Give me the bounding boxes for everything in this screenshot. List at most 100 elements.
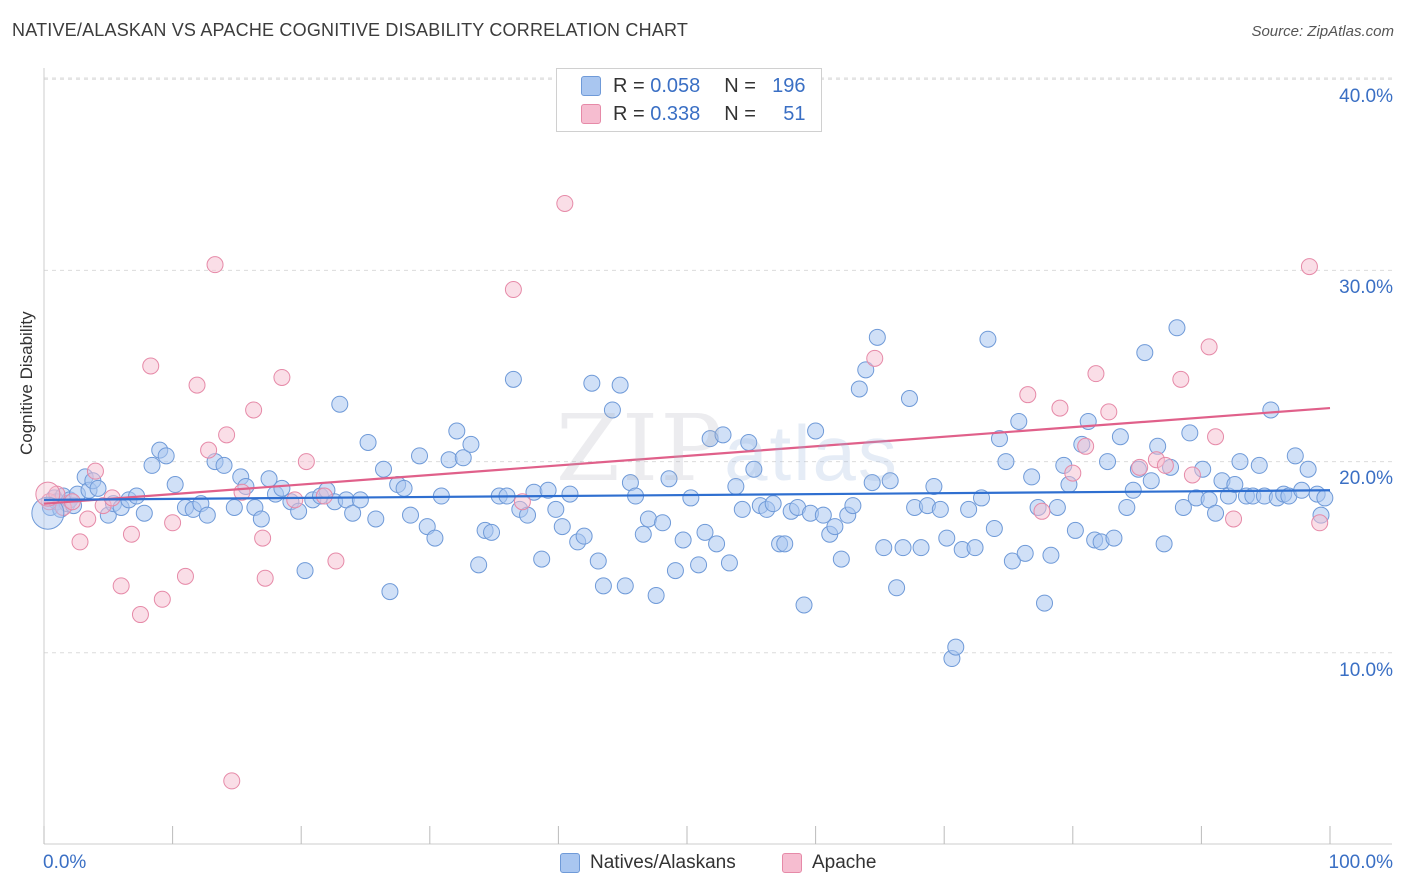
legend-label-natives: Natives/Alaskans [590, 852, 736, 873]
data-point-apache [1051, 399, 1069, 417]
data-point-natives [547, 500, 565, 518]
data-point-apache [504, 281, 522, 299]
bottom-legend-apache: Apache [782, 852, 876, 874]
data-point-natives [1124, 481, 1142, 499]
data-point-apache [1311, 514, 1329, 532]
data-point-natives [660, 470, 678, 488]
data-point-apache [112, 577, 130, 595]
data-point-natives [1181, 424, 1199, 442]
data-point-natives [504, 370, 522, 388]
data-point-natives [925, 477, 943, 495]
data-point-natives [1105, 529, 1123, 547]
watermark-atlas: atlas [724, 409, 899, 497]
chart-source: Source: ZipAtlas.com [1251, 23, 1394, 40]
data-point-natives [359, 433, 377, 451]
data-point-apache [1300, 258, 1318, 276]
data-point-natives [215, 456, 233, 474]
data-point-natives [448, 422, 466, 440]
data-point-natives [1262, 401, 1280, 419]
data-point-natives [1023, 468, 1041, 486]
data-point-natives [1286, 447, 1304, 465]
data-point-apache [86, 462, 104, 480]
data-point-natives [1207, 504, 1225, 522]
legend-r-value-blue: 0.058 [650, 74, 701, 97]
data-point-natives [720, 554, 738, 572]
legend-n-label: N = [724, 74, 756, 97]
data-point-natives [454, 449, 472, 467]
data-point-apache [254, 529, 272, 547]
data-point-natives [157, 447, 175, 465]
data-point-apache [273, 368, 291, 386]
data-point-natives [583, 374, 601, 392]
data-point-natives [1066, 521, 1084, 539]
y-tick-label: 30.0% [1339, 277, 1393, 298]
data-point-apache [1156, 456, 1174, 474]
y-tick-label: 20.0% [1339, 468, 1393, 489]
data-point-natives [733, 500, 751, 518]
data-point-natives [616, 577, 634, 595]
data-point-natives [1111, 428, 1129, 446]
data-point-apache [1183, 466, 1201, 484]
data-point-natives [1099, 453, 1117, 471]
data-point-apache [256, 569, 274, 587]
data-point-apache [188, 376, 206, 394]
data-point-apache [1019, 386, 1037, 404]
data-point-natives [696, 523, 714, 541]
data-point-natives [875, 539, 893, 557]
data-point-natives [533, 550, 551, 568]
data-point-natives [690, 556, 708, 574]
legend-swatch-blue [560, 853, 580, 873]
trend-line-natives [43, 489, 1331, 501]
data-point-apache [1207, 428, 1225, 446]
data-point-natives [381, 583, 399, 601]
data-point-natives [795, 596, 813, 614]
data-point-natives [990, 430, 1008, 448]
data-point-natives [776, 535, 794, 553]
data-point-apache [1200, 338, 1218, 356]
data-point-natives [947, 638, 965, 656]
watermark-zip: ZIP [556, 395, 725, 502]
data-point-natives [1174, 498, 1192, 516]
legend-label-apache: Apache [812, 852, 877, 873]
data-point-natives [1168, 319, 1186, 337]
legend-n-value-blue: 196 [772, 74, 806, 97]
data-point-natives [589, 552, 607, 570]
data-point-apache [153, 590, 171, 608]
data-point-natives [1231, 453, 1249, 471]
data-point-natives [470, 556, 488, 574]
data-point-apache [218, 426, 236, 444]
data-point-natives [1118, 498, 1136, 516]
data-point-natives [539, 481, 557, 499]
data-point-apache [297, 453, 315, 471]
data-point-apache [315, 487, 333, 505]
data-point-apache [122, 525, 140, 543]
data-point-natives [814, 506, 832, 524]
data-point-natives [960, 500, 978, 518]
data-point-natives [440, 451, 458, 469]
data-point-natives [31, 496, 65, 530]
data-point-natives [462, 435, 480, 453]
stats-legend: R = 0.058 N = 196 R = 0.338 N = 51 [556, 68, 822, 132]
data-point-natives [826, 518, 844, 536]
data-point-natives [1048, 498, 1066, 516]
data-point-natives [714, 426, 732, 444]
data-point-natives [1299, 460, 1317, 478]
y-tick-label: 40.0% [1339, 86, 1393, 107]
data-point-natives [868, 328, 886, 346]
x-tick-label-start: 0.0% [43, 852, 87, 873]
data-point-apache [866, 349, 884, 367]
data-point-natives [367, 510, 385, 528]
data-point-natives [426, 529, 444, 547]
data-point-natives [166, 476, 184, 494]
data-point-natives [351, 491, 369, 509]
data-point-natives [143, 456, 161, 474]
data-point-natives [912, 539, 930, 557]
data-point-apache [1172, 370, 1190, 388]
data-point-natives [594, 577, 612, 595]
legend-row-natives: R = 0.058 N = 196 [581, 73, 806, 99]
bottom-legend-natives: Natives/Alaskans [560, 852, 736, 874]
data-point-apache [142, 357, 160, 375]
data-point-natives [1042, 546, 1060, 564]
data-point-natives [273, 479, 291, 497]
